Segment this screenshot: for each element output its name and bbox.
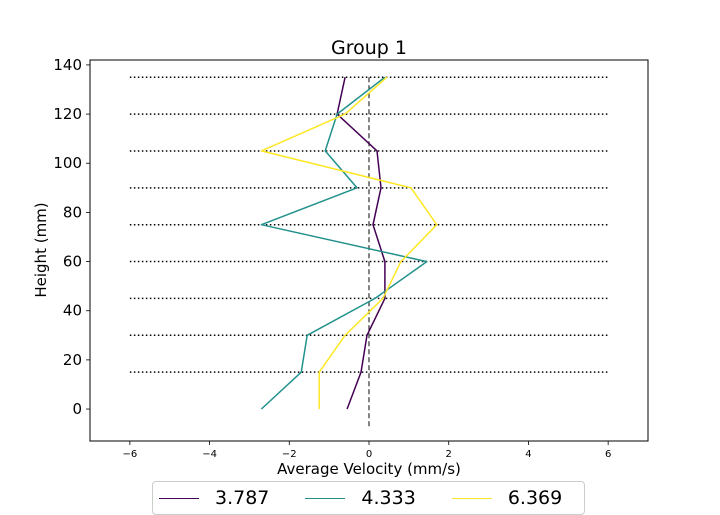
y-tick-label: 40 bbox=[63, 302, 82, 320]
x-tick-label: 6 bbox=[605, 449, 611, 460]
legend-label: 4.333 bbox=[361, 487, 416, 509]
legend: 3.787 4.333 6.369 bbox=[152, 481, 585, 515]
y-tick-label: 140 bbox=[53, 56, 82, 74]
y-tick-label: 0 bbox=[72, 400, 82, 418]
y-tick-label: 60 bbox=[63, 253, 82, 271]
y-tick-label: 100 bbox=[53, 154, 82, 172]
x-tick-label: −4 bbox=[202, 449, 217, 460]
legend-swatch bbox=[305, 497, 346, 499]
series-line-3 bbox=[260, 76, 438, 409]
legend-label: 3.787 bbox=[215, 487, 270, 509]
chart-title: Group 1 bbox=[331, 37, 407, 59]
series-line-2 bbox=[260, 76, 428, 410]
legend-item-3: 6.369 bbox=[451, 487, 563, 509]
legend-swatch bbox=[451, 497, 492, 499]
series-line-1 bbox=[336, 77, 386, 410]
x-tick-label: −6 bbox=[122, 449, 137, 460]
x-tick-label: 2 bbox=[446, 449, 452, 460]
y-tick-label: 120 bbox=[53, 105, 82, 123]
legend-item-2: 4.333 bbox=[305, 487, 416, 509]
legend-label: 6.369 bbox=[507, 487, 563, 509]
legend-swatch bbox=[159, 497, 199, 499]
y-axis-label: Height (mm) bbox=[32, 202, 50, 297]
x-tick-label: 4 bbox=[525, 449, 531, 460]
x-axis-label: Average Velocity (mm/s) bbox=[277, 460, 461, 478]
legend-item-1: 3.787 bbox=[159, 487, 269, 509]
x-tick-label: −2 bbox=[282, 449, 297, 460]
y-tick-label: 80 bbox=[63, 203, 82, 221]
x-tick-label: 0 bbox=[366, 449, 372, 460]
y-tick-label: 20 bbox=[63, 351, 82, 369]
